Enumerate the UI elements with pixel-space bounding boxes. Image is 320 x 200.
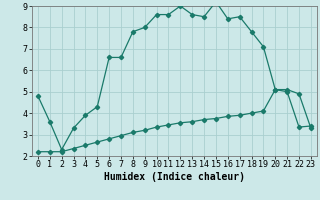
X-axis label: Humidex (Indice chaleur): Humidex (Indice chaleur) <box>104 172 245 182</box>
